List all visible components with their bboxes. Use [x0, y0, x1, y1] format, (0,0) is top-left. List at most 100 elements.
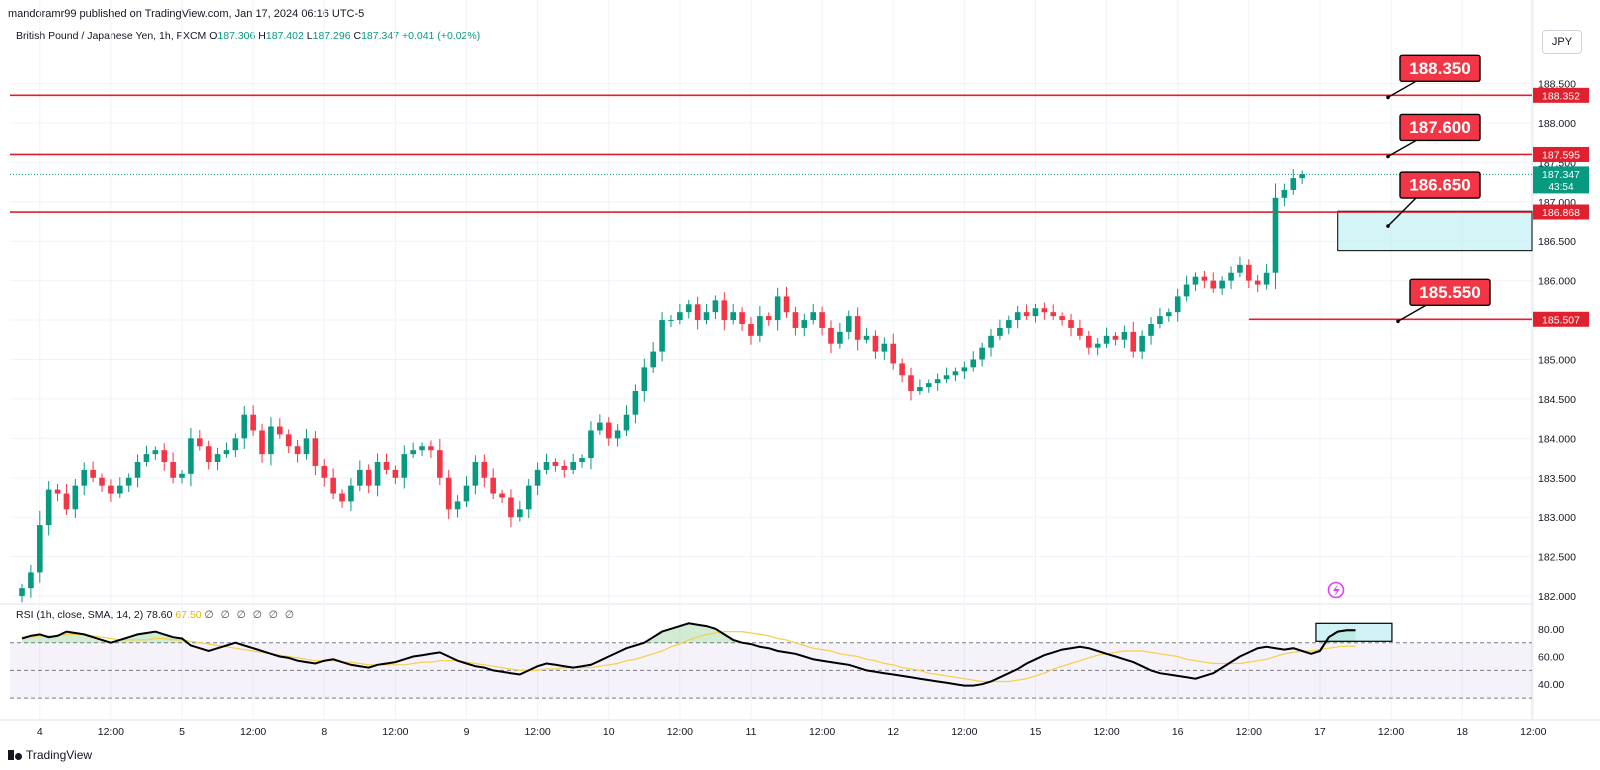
- candle-body: [997, 327, 1003, 336]
- candle-body: [561, 465, 568, 470]
- rsi-overbought-fill: [679, 623, 689, 643]
- candle-body: [525, 485, 532, 510]
- candle-body: [650, 351, 656, 368]
- time-tick-label: 12:00: [240, 726, 266, 738]
- candle-body: [668, 320, 674, 322]
- time-tick-label: 10: [603, 726, 615, 738]
- candle-body: [108, 485, 114, 494]
- candle-body: [685, 304, 692, 313]
- candle-body: [1246, 264, 1252, 281]
- time-tick-label: 12:00: [809, 726, 835, 738]
- candle-body: [179, 473, 185, 478]
- price-tick-label: 184.000: [1538, 433, 1576, 445]
- rsi-tick-label: 40.00: [1538, 679, 1564, 691]
- candle-body: [365, 469, 372, 486]
- flash-icon[interactable]: [1327, 581, 1345, 599]
- candle-body: [1077, 327, 1083, 336]
- candle-body: [197, 438, 203, 447]
- candle-body: [454, 501, 461, 510]
- ohlc-high-label: H: [258, 30, 266, 42]
- level-axis-badge: [1533, 311, 1589, 327]
- rsi-overbought-fill: [164, 634, 174, 643]
- candle-body: [428, 446, 434, 451]
- time-tick-label: 12:00: [1378, 726, 1404, 738]
- candle-body: [988, 335, 994, 348]
- time-tick-label: 12:00: [524, 726, 550, 738]
- rsi-sma-line: [22, 630, 1356, 683]
- price-tick-label: 186.500: [1538, 236, 1576, 248]
- candle-body: [934, 379, 941, 384]
- candle-body: [1130, 331, 1137, 352]
- time-tick-label: 12:00: [98, 726, 124, 738]
- candle-body: [143, 454, 150, 462]
- candle-body: [952, 371, 959, 376]
- price-tick-label: 186.000: [1538, 276, 1576, 288]
- candle-body: [899, 363, 905, 376]
- candle-body: [19, 588, 25, 597]
- candle-body: [1183, 284, 1190, 297]
- rsi-legend: RSI (1h, close, SMA, 14, 2) 78.60 67.50 …: [16, 609, 296, 621]
- candle-body: [1032, 308, 1039, 317]
- callout-dot: [1386, 224, 1390, 228]
- rsi-label[interactable]: RSI (1h, close, SMA, 14, 2): [16, 609, 144, 621]
- rsi-overbought-fill: [670, 626, 680, 643]
- publisher-note: mandoramr99 published on TradingView.com…: [8, 8, 365, 20]
- candle-body: [659, 320, 665, 352]
- candle-body: [943, 375, 950, 380]
- candle-body: [170, 462, 176, 478]
- candle-body: [312, 438, 319, 466]
- price-change: +0.041 (+0.02%): [401, 30, 481, 42]
- currency-button[interactable]: JPY: [1542, 30, 1582, 54]
- ohlc-open-value: 187.306: [217, 30, 256, 42]
- current-price-label: 187.347: [1542, 169, 1580, 181]
- rsi-overbought-fill: [75, 633, 85, 643]
- time-axis[interactable]: 4 12:00 5 12:00 8 12:00 9 12:00 10 12:00 11 12:00 12…: [37, 726, 1547, 738]
- price-tick-label: 183.500: [1538, 473, 1576, 485]
- candle-body: [499, 493, 505, 498]
- candle-body: [721, 300, 728, 321]
- candle-body: [925, 383, 932, 388]
- time-tick-label: 12:00: [1093, 726, 1119, 738]
- candle-body: [792, 312, 799, 328]
- candle-body: [872, 335, 879, 352]
- candle-body: [810, 312, 817, 321]
- level-axis-badge: [1533, 204, 1589, 220]
- candle-body: [614, 430, 621, 439]
- candle-body: [348, 485, 354, 502]
- candle-body: [757, 316, 763, 336]
- rsi-overbought-fill: [706, 626, 716, 643]
- candle-body: [1023, 312, 1030, 317]
- candle-body: [801, 320, 808, 328]
- candle-body: [445, 477, 452, 510]
- tradingview-logo: TradingView: [8, 748, 92, 762]
- candle-body: [72, 485, 79, 510]
- price-axis[interactable]: 182.000 182.500 183.000 183.500 184.000 184.5…: [1533, 78, 1589, 691]
- rsi-pane: [10, 622, 1532, 699]
- candle-body: [36, 525, 43, 573]
- candle-body: [161, 450, 168, 462]
- candle-body: [152, 450, 159, 455]
- candle-body: [116, 485, 123, 494]
- level-callout-label: 186.650: [1409, 176, 1470, 195]
- time-tick-label: 12:00: [1520, 726, 1546, 738]
- rsi-overbought-fill: [84, 634, 94, 643]
- ohlc-close-value: 187.347: [361, 30, 400, 42]
- candle-body: [730, 312, 736, 321]
- ohlc-low-label: L: [306, 30, 313, 42]
- candle-body: [739, 312, 745, 324]
- candle-body: [908, 375, 914, 392]
- time-tick-label: 11: [746, 726, 757, 738]
- candle-body: [1059, 316, 1065, 321]
- candle-body: [134, 462, 141, 478]
- tradingview-logo-icon: [8, 750, 22, 760]
- candles-layer: [19, 169, 1305, 603]
- candle-body: [917, 387, 923, 392]
- candle-body: [1201, 276, 1208, 281]
- candle-body: [579, 458, 585, 462]
- price-tick-label: 182.000: [1538, 591, 1576, 603]
- level-axis-badge: [1533, 87, 1589, 103]
- price-tick-label: 183.000: [1538, 512, 1576, 524]
- candle-body: [268, 426, 274, 455]
